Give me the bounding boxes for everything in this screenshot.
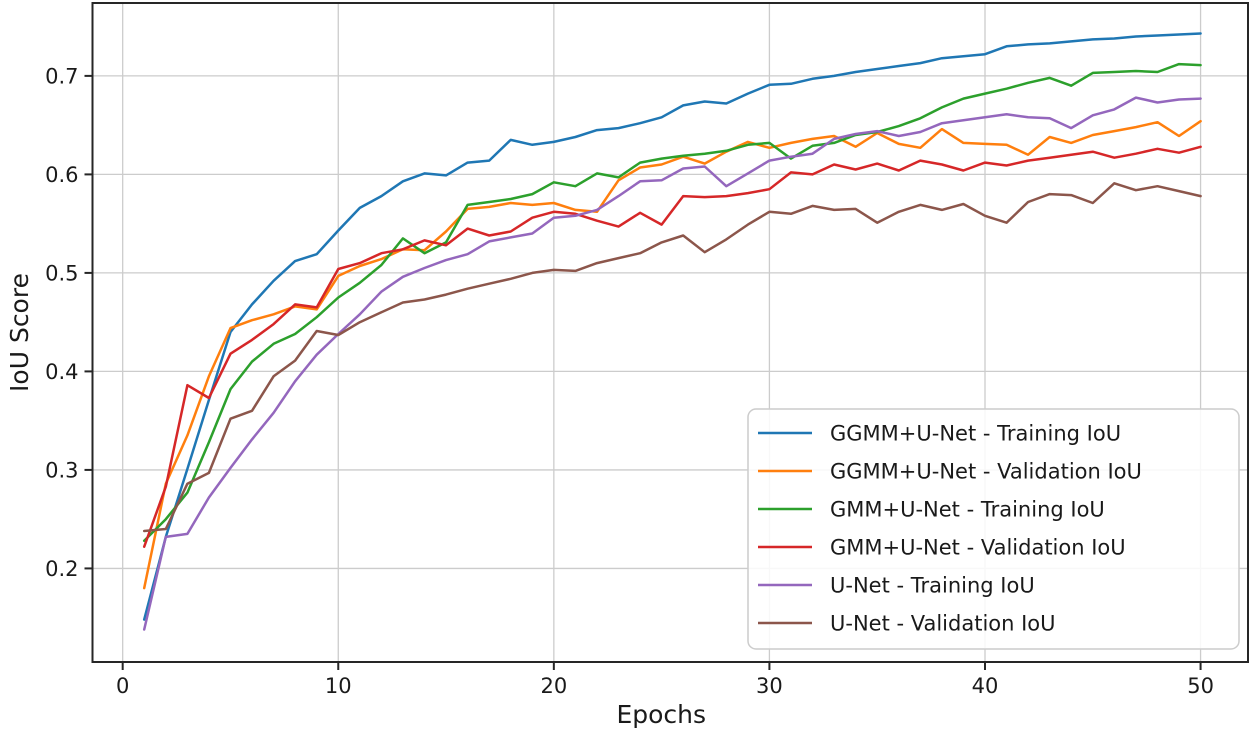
series-line-4 — [142, 145, 1202, 548]
legend-entry: U-Net - Validation IoU — [758, 612, 1056, 636]
series-line-5 — [142, 96, 1202, 631]
series-lines — [142, 32, 1202, 631]
x-tick-label: 10 — [325, 674, 352, 698]
legend-entry-label: GMM+U-Net - Training IoU — [830, 498, 1105, 522]
axis-ticks — [84, 74, 1202, 670]
x-tick-label: 40 — [972, 674, 999, 698]
legend-entry: GMM+U-Net - Validation IoU — [758, 536, 1126, 560]
legend-entry-label: U-Net - Training IoU — [830, 574, 1035, 598]
legend-frame — [747, 408, 1240, 650]
y-tick-label: 0.4 — [45, 360, 78, 384]
series-line-6 — [142, 182, 1202, 533]
x-axis-title: Epochs — [616, 700, 706, 729]
x-tick-label: 0 — [116, 674, 129, 698]
series-line-3 — [142, 62, 1202, 543]
legend-box: GGMM+U-Net - Training IoU GGMM+U-Net - Va… — [747, 408, 1240, 650]
legend-entry: GMM+U-Net - Training IoU — [758, 498, 1105, 522]
legend-entry: GGMM+U-Net - Validation IoU — [758, 460, 1142, 484]
x-tick-label: 20 — [540, 674, 567, 698]
y-axis-title: IoU Score — [5, 273, 34, 392]
y-tick-label: 0.5 — [45, 261, 78, 285]
plot-border — [91, 2, 1249, 663]
series-line-1 — [142, 32, 1202, 621]
legend-entry-label: GMM+U-Net - Validation IoU — [830, 536, 1126, 560]
y-tick-label: 0.6 — [45, 163, 78, 187]
y-tick-label: 0.2 — [45, 557, 78, 581]
x-tick-label: 50 — [1187, 674, 1214, 698]
y-tick-label: 0.7 — [45, 64, 78, 88]
legend-entry-label: GGMM+U-Net - Validation IoU — [830, 460, 1142, 484]
y-tick-labels: 0.2 0.3 0.4 0.5 0.6 0.7 — [45, 64, 78, 581]
x-tick-label: 30 — [756, 674, 783, 698]
series-line-2 — [142, 119, 1202, 590]
legend-entry-label: GGMM+U-Net - Training IoU — [830, 422, 1121, 446]
legend-entry-label: U-Net - Validation IoU — [830, 612, 1056, 636]
y-tick-label: 0.3 — [45, 458, 78, 482]
legend-entry: GGMM+U-Net - Training IoU — [758, 422, 1121, 446]
x-tick-labels: 0 10 20 30 40 50 — [116, 674, 1214, 698]
legend-entry: U-Net - Training IoU — [758, 574, 1035, 598]
